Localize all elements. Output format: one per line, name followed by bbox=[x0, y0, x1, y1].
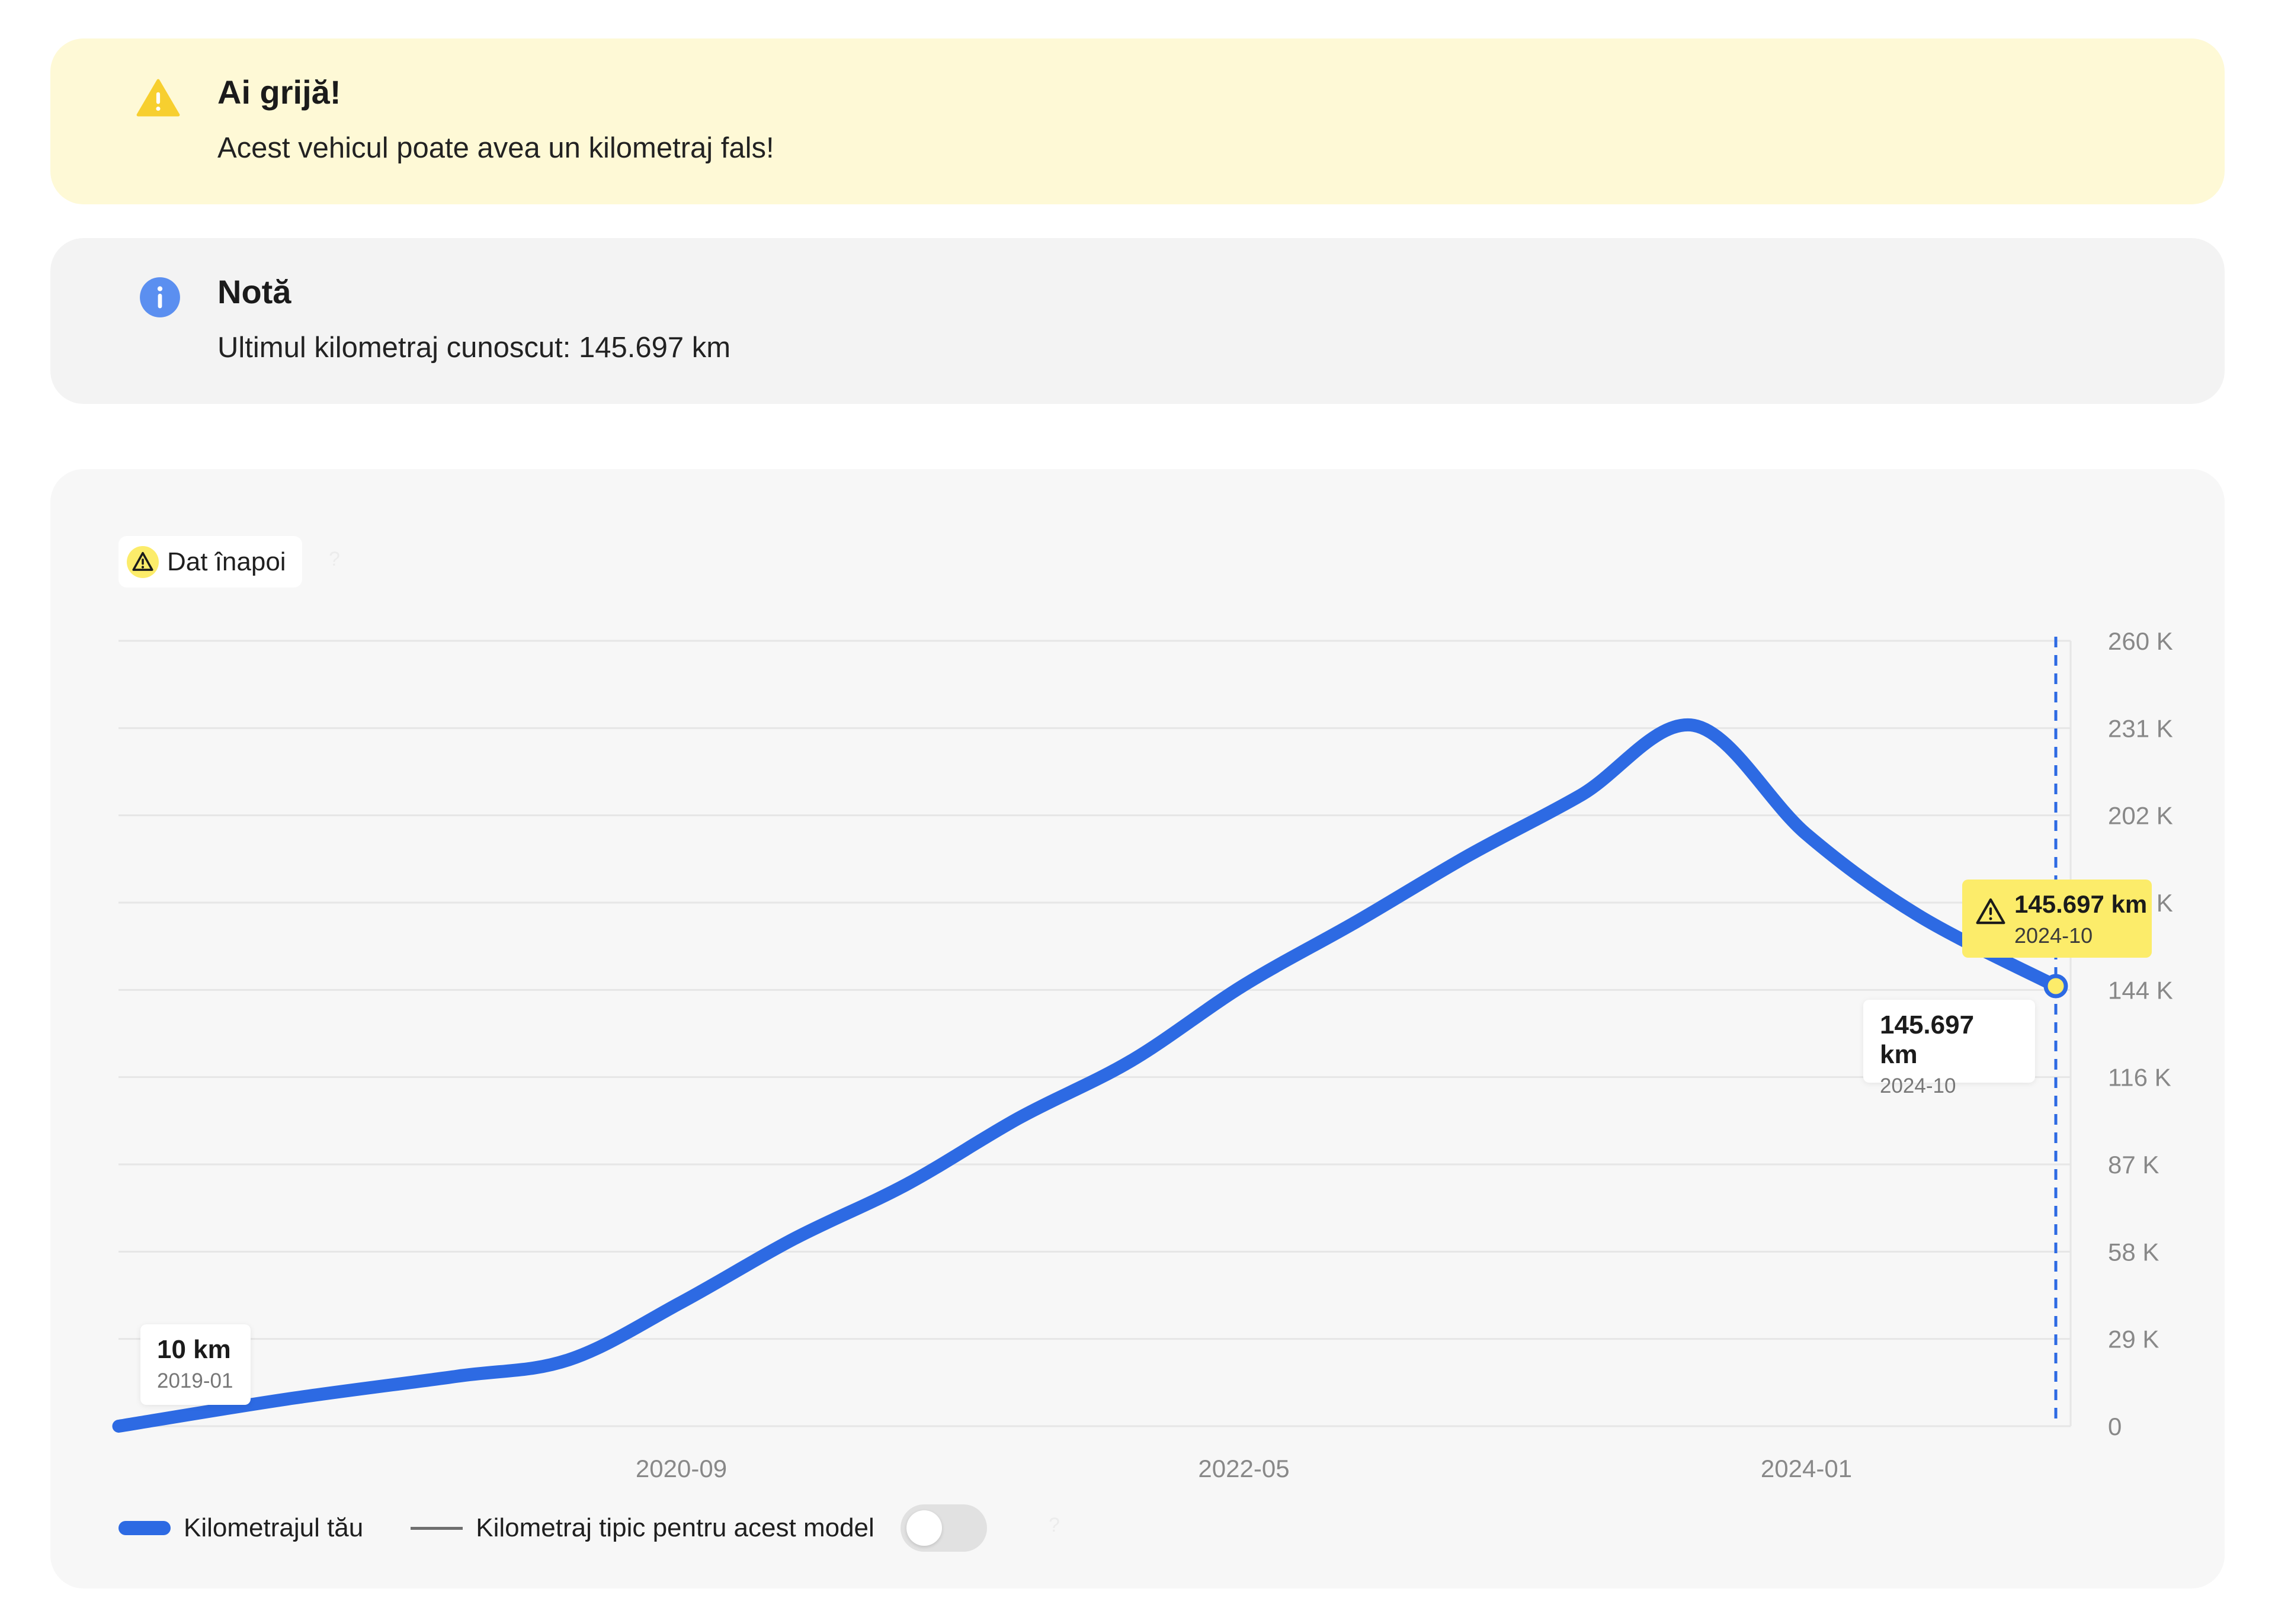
warning-triangle-icon bbox=[136, 79, 180, 117]
y-tick-label: 202 K bbox=[2108, 802, 2173, 830]
y-tick-label: 144 K bbox=[2108, 976, 2173, 1004]
series-point bbox=[1800, 827, 1813, 840]
note-title: Notă bbox=[217, 273, 291, 310]
series-point bbox=[1350, 915, 1363, 928]
end-point-value: 145.697 km bbox=[1880, 1010, 1975, 1069]
series-point bbox=[900, 1178, 913, 1191]
typical-mileage-toggle[interactable] bbox=[900, 1504, 987, 1552]
series-point bbox=[675, 1296, 688, 1309]
rolled-back-help-icon[interactable]: ? bbox=[329, 548, 340, 570]
start-point-date: 2019-01 bbox=[157, 1369, 233, 1392]
series-point bbox=[1462, 849, 1475, 862]
y-tick-label: 260 K bbox=[2108, 627, 2173, 655]
mileage-series-line bbox=[112, 718, 2062, 1433]
note-alert: Notă Ultimul kilometraj cunoscut: 145.69… bbox=[50, 238, 2225, 404]
x-tick-label: 2022-05 bbox=[1198, 1455, 1289, 1482]
series-point bbox=[1575, 788, 1588, 801]
y-tick-label: 116 K bbox=[2108, 1064, 2171, 1092]
series-point bbox=[1012, 1112, 1026, 1125]
series-point bbox=[281, 1392, 294, 1405]
end-point-date: 2024-10 bbox=[1880, 1074, 1956, 1097]
series-point bbox=[1912, 909, 1925, 922]
y-tick-label: 58 K bbox=[2108, 1238, 2159, 1266]
series-point bbox=[450, 1370, 463, 1383]
series-point bbox=[787, 1233, 800, 1246]
x-axis: 2020-09 2022-05 2024-01 bbox=[636, 1455, 1852, 1482]
toggle-knob bbox=[906, 1510, 942, 1546]
series-point bbox=[113, 1420, 126, 1433]
typical-swatch bbox=[411, 1526, 463, 1530]
series-point bbox=[2049, 980, 2062, 993]
rollback-flag-tooltip: 145.697 km 2024-10 bbox=[1962, 880, 2152, 958]
rollback-flag-date: 2024-10 bbox=[2014, 923, 2093, 948]
warning-title: Ai grijă! bbox=[217, 73, 341, 111]
series-swatch bbox=[118, 1521, 171, 1535]
rolled-back-label: Dat înapoi bbox=[167, 547, 286, 576]
y-tick-label: 29 K bbox=[2108, 1325, 2159, 1353]
x-tick-label: 2024-01 bbox=[1761, 1455, 1852, 1482]
x-tick-label: 2020-09 bbox=[636, 1455, 727, 1482]
y-tick-label: 0 bbox=[2108, 1413, 2122, 1440]
chart-legend: Kilometrajul tău Kilometraj tipic pentru… bbox=[118, 1504, 987, 1552]
series-point bbox=[562, 1353, 575, 1366]
end-point-tooltip: 145.697 km 2024-10 bbox=[1863, 1000, 2035, 1097]
start-point-value: 10 km bbox=[157, 1335, 231, 1364]
y-tick-label: 87 K bbox=[2108, 1151, 2159, 1179]
y-tick-label: 231 K bbox=[2108, 714, 2173, 742]
mileage-chart-card bbox=[50, 469, 2225, 1588]
typical-help-icon[interactable]: ? bbox=[1049, 1514, 1060, 1536]
series-legend-label: Kilometrajul tău bbox=[184, 1513, 364, 1542]
warning-triangle-icon bbox=[1976, 898, 2005, 925]
rolled-back-chip: Dat înapoi bbox=[118, 536, 302, 588]
series-points bbox=[113, 719, 2063, 1433]
chart-grid bbox=[118, 640, 2072, 1427]
series-point bbox=[1125, 1054, 1138, 1067]
warning-alert: Ai grijă! Acest vehicul poate avea un ki… bbox=[50, 38, 2225, 204]
typical-legend-label: Kilometraj tipic pentru acest model bbox=[476, 1513, 874, 1542]
series-point bbox=[1238, 978, 1251, 991]
rollback-flag-value: 145.697 km bbox=[2014, 890, 2148, 918]
info-icon bbox=[140, 277, 180, 317]
warning-triangle-icon bbox=[127, 545, 159, 578]
start-point-tooltip: 10 km 2019-01 bbox=[140, 1324, 251, 1405]
series-point bbox=[1687, 719, 1700, 732]
warning-text: Acest vehicul poate avea un kilometraj f… bbox=[217, 132, 774, 164]
note-text: Ultimul kilometraj cunoscut: 145.697 km bbox=[217, 332, 731, 364]
